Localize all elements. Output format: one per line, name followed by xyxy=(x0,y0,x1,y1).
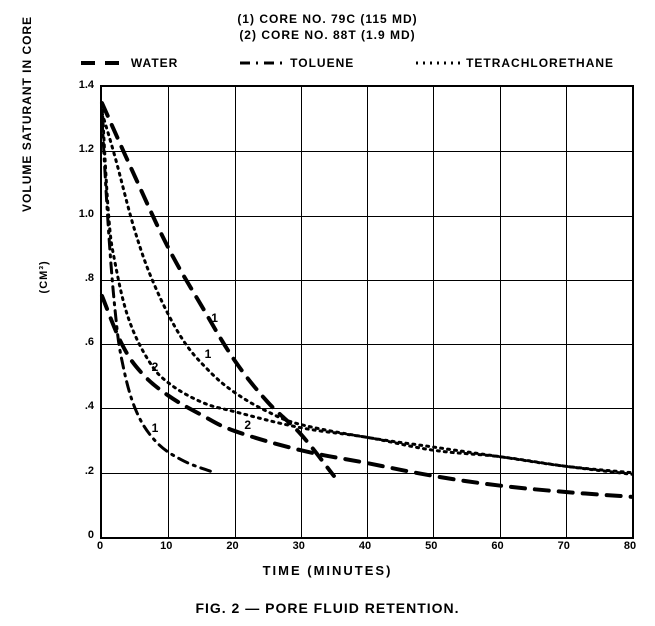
y-tick-label: .2 xyxy=(70,465,94,477)
y-tick-label: 0 xyxy=(70,529,94,541)
gridline-v xyxy=(566,87,567,537)
legend-item-toluene: TOLUENE xyxy=(240,56,354,70)
gridline-v xyxy=(367,87,368,537)
gridline-h xyxy=(102,408,632,409)
y-tick-label: 1.0 xyxy=(70,208,94,220)
gridline-v xyxy=(168,87,169,537)
y-axis-label-main: VOLUME SATURANT IN CORE xyxy=(20,16,34,212)
gridline-v xyxy=(235,87,236,537)
legend-swatch xyxy=(81,57,125,69)
x-axis-label: TIME (MINUTES) xyxy=(10,563,645,578)
gridline-h xyxy=(102,473,632,474)
legend-item-water: WATER xyxy=(81,56,178,70)
series-annotation: 1 xyxy=(211,311,218,325)
x-tick-label: 50 xyxy=(425,540,437,552)
y-tick-label: .8 xyxy=(70,272,94,284)
y-tick-label: .4 xyxy=(70,400,94,412)
chart-container: (1) CORE NO. 79C (115 MD) (2) CORE NO. 8… xyxy=(10,10,645,616)
gridline-h xyxy=(102,216,632,217)
gridline-v xyxy=(301,87,302,537)
x-tick-label: 80 xyxy=(624,540,636,552)
legend-swatch xyxy=(240,57,284,69)
legend-label: TOLUENE xyxy=(290,56,354,70)
x-tick-label: 40 xyxy=(359,540,371,552)
gridline-v xyxy=(500,87,501,537)
series-annotation: 1 xyxy=(152,421,159,435)
series-water-1 xyxy=(102,103,334,476)
gridline-v xyxy=(433,87,434,537)
x-tick-label: 20 xyxy=(226,540,238,552)
gridline-h xyxy=(102,280,632,281)
legend-item-tetrachlorethane: TETRACHLORETHANE xyxy=(416,56,614,70)
legend: WATER TOLUENE TETRACHLORETHANE xyxy=(50,56,645,70)
x-tick-label: 70 xyxy=(558,540,570,552)
y-tick-label: 1.2 xyxy=(70,143,94,155)
header-line-2: (2) CORE NO. 88T (1.9 MD) xyxy=(10,28,645,42)
x-tick-label: 60 xyxy=(491,540,503,552)
y-tick-label: .6 xyxy=(70,336,94,348)
gridline-h xyxy=(102,344,632,345)
header: (1) CORE NO. 79C (115 MD) (2) CORE NO. 8… xyxy=(10,10,645,44)
legend-swatch xyxy=(416,57,460,69)
series-annotation: 1 xyxy=(205,347,212,361)
figure-caption: FIG. 2 — PORE FLUID RETENTION. xyxy=(10,600,645,616)
x-tick-label: 10 xyxy=(160,540,172,552)
header-line-1: (1) CORE NO. 79C (115 MD) xyxy=(10,12,645,26)
gridline-h xyxy=(102,151,632,152)
legend-label: TETRACHLORETHANE xyxy=(466,56,614,70)
legend-label: WATER xyxy=(131,56,178,70)
y-tick-label: 1.4 xyxy=(70,79,94,91)
plot-area: 1 2 1 1 2 xyxy=(100,85,634,539)
x-tick-label: 0 xyxy=(97,540,103,552)
series-annotation: 2 xyxy=(244,418,251,432)
series-annotation: 2 xyxy=(152,360,159,374)
y-axis-label-unit: (CM³) xyxy=(38,260,50,293)
x-tick-label: 30 xyxy=(293,540,305,552)
